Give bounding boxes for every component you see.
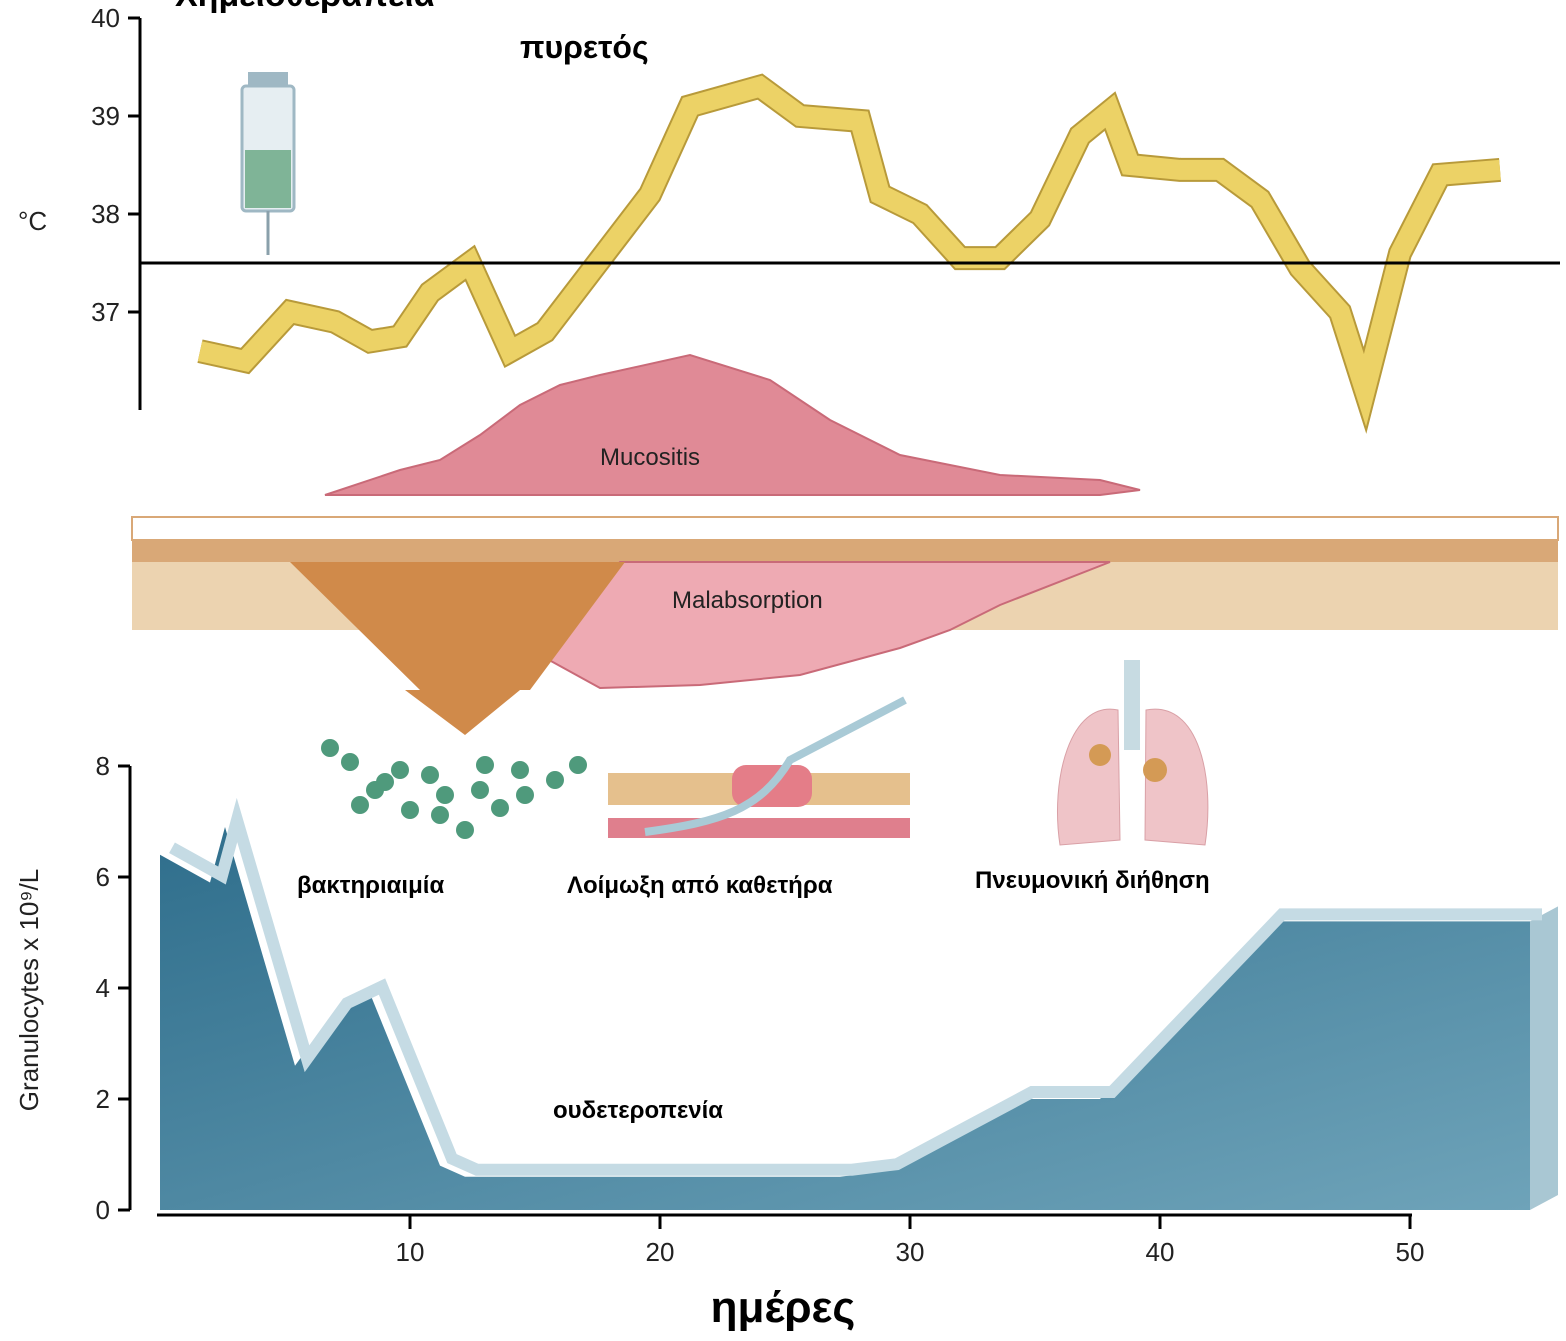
y-tick-label: 40 [91, 3, 120, 33]
annotation: Λοίμωξη από καθετήρα [567, 872, 833, 899]
mucositis-shape [324, 353, 1141, 496]
x-tick-label: 30 [896, 1237, 925, 1267]
y-axis-label: °C [18, 206, 47, 236]
annotation: ουδετεροπενία [553, 1097, 723, 1124]
syringe-icon [240, 72, 296, 255]
temperature-line [197, 75, 1501, 427]
y-tick-label: 37 [91, 297, 120, 327]
annotation: Mucositis [600, 444, 700, 471]
x-tick-label: 10 [396, 1237, 425, 1267]
granulocyte-line [169, 797, 1542, 1176]
y-tick-label: 2 [96, 1084, 110, 1114]
chart-title: Χημειοθεραπεία [175, 0, 435, 14]
y-tick-label: 6 [96, 862, 110, 892]
annotation: βακτηριαιμία [297, 872, 444, 899]
malabsorption-shape [538, 561, 1111, 690]
area-fill [160, 827, 1530, 1210]
area-side [1530, 906, 1558, 1210]
annotation: Malabsorption [672, 587, 823, 614]
y-tick-label: 4 [96, 973, 110, 1003]
annotation: πυρετός [520, 29, 649, 65]
catheter-icon [608, 696, 910, 838]
y-tick-label: 8 [96, 751, 110, 781]
band [132, 540, 1558, 562]
arrow [290, 562, 625, 735]
y-tick-label: 38 [91, 199, 120, 229]
y-tick-label: 39 [91, 101, 120, 131]
x-axis-label: ημέρες [711, 1283, 856, 1332]
x-tick-label: 40 [1146, 1237, 1175, 1267]
band [131, 516, 1559, 541]
x-tick-label: 20 [646, 1237, 675, 1267]
annotation: Πνευμονική διήθηση [975, 867, 1210, 894]
y-axis-label: Granulocytes x 10⁹/L [14, 869, 44, 1111]
y-tick-label: 0 [96, 1195, 110, 1225]
bacteria-icon [321, 739, 587, 839]
x-tick-label: 50 [1396, 1237, 1425, 1267]
lungs-icon [1057, 660, 1209, 846]
